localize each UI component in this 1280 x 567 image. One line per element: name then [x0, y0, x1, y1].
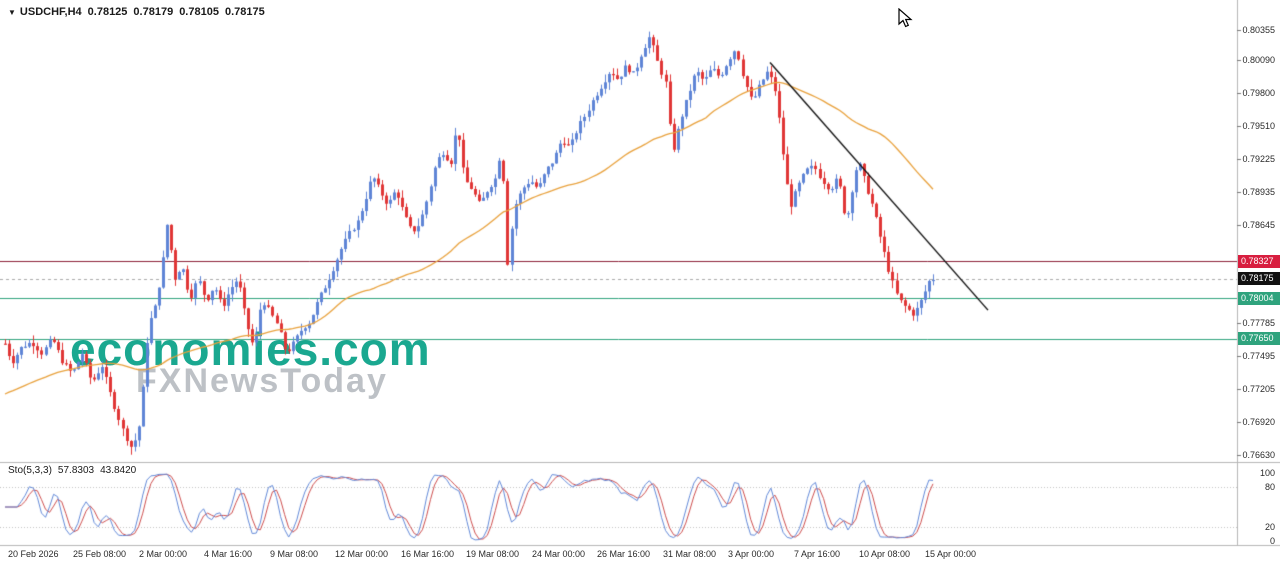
mouse-cursor	[898, 8, 913, 28]
indicator-axis-label: 100	[1259, 468, 1275, 478]
price-axis-label: 0.80090	[1242, 55, 1275, 66]
time-axis-label: 4 Mar 16:00	[204, 549, 253, 559]
time-axis-label: 10 Apr 08:00	[859, 549, 911, 559]
ohlc-low: 0.78105	[179, 6, 219, 18]
chart-title: ▼ USDCHF,H4 0.78125 0.78179 0.78105 0.78175	[8, 6, 271, 18]
time-axis-label: 9 Mar 08:00	[270, 549, 319, 559]
price-badge-current: 0.78175	[1238, 272, 1280, 286]
price-badge-support2: 0.77650	[1238, 332, 1280, 346]
price-badge-resistance: 0.78327	[1238, 254, 1280, 268]
indicator-value-k: 57.8303	[57, 465, 95, 476]
indicator-name: Sto(5,3,3)	[8, 465, 52, 476]
price-axis-label: 0.76630	[1242, 450, 1275, 460]
indicator-axis: 100 80 20 0	[1238, 0, 1280, 567]
price-axis-label: 0.77785	[1242, 318, 1275, 329]
price-axis-label: 0.78935	[1242, 187, 1275, 197]
price-axis-label: 0.76920	[1242, 416, 1275, 427]
indicator-axis-label: 20	[1264, 522, 1275, 533]
price-axis-label: 0.78645	[1242, 220, 1275, 231]
ohlc-close: 0.78175	[224, 6, 265, 18]
symbol-name: USDCHF,H4	[19, 6, 82, 18]
ohlc-open: 0.78125	[87, 6, 128, 18]
price-axis-label: 0.80355	[1242, 25, 1275, 35]
time-axis-label: 16 Mar 16:00	[401, 549, 455, 559]
time-axis-label: 12 Mar 00:00	[335, 549, 389, 559]
time-axis-label: 7 Apr 16:00	[794, 549, 841, 559]
price-axis-label: 0.79225	[1242, 153, 1275, 164]
indicator-label: Sto(5,3,3) 57.8303 43.8420	[8, 465, 142, 476]
time-axis-label: 19 Mar 08:00	[466, 549, 520, 559]
time-axis-label: 24 Mar 00:00	[532, 549, 586, 559]
price-axis-label: 0.77205	[1242, 384, 1275, 395]
price-axis-label: 0.79510	[1242, 121, 1275, 132]
time-axis-label: 25 Feb 08:00	[73, 549, 127, 559]
time-axis-label: 3 Apr 00:00	[728, 549, 775, 559]
price-axis-label: 0.79800	[1242, 88, 1275, 99]
time-axis-label: 20 Feb 2026	[8, 549, 59, 559]
indicator-axis-label: 0	[1269, 536, 1275, 546]
time-axis-label: 31 Mar 08:00	[663, 549, 717, 559]
symbol-dropdown-icon[interactable]: ▼	[8, 8, 16, 17]
ohlc-high: 0.78179	[133, 6, 174, 18]
time-axis-label: 2 Mar 00:00	[139, 549, 188, 559]
price-axis-label: 0.77495	[1242, 351, 1275, 362]
indicator-axis-label: 80	[1264, 481, 1275, 492]
price-axis: 0.80355 0.80090 0.79800 0.79510 0.79225 0.789…	[1238, 0, 1280, 567]
time-axis: 20 Feb 2026 25 Feb 08:00 2 Mar 00:00 4 Mar …	[0, 549, 1280, 563]
indicator-value-d: 43.8420	[100, 465, 137, 476]
time-axis-label: 15 Apr 00:00	[925, 549, 977, 559]
price-badge-support1: 0.78004	[1238, 291, 1280, 305]
time-axis-label: 26 Mar 16:00	[597, 549, 651, 559]
